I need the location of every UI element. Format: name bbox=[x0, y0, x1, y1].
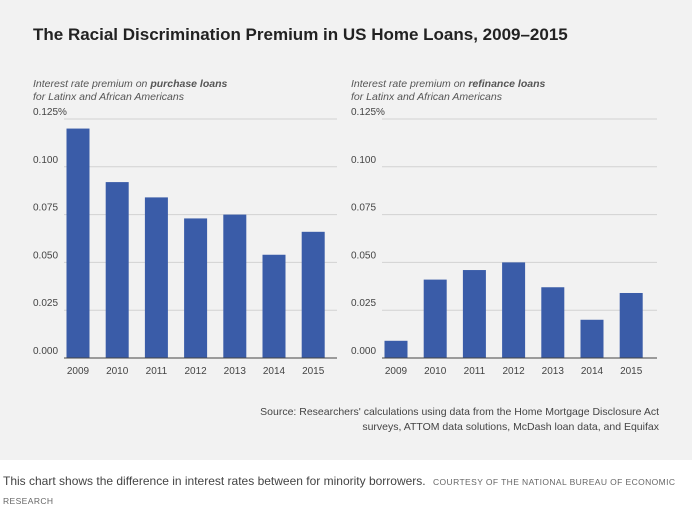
x-tick-label: 2009 bbox=[385, 366, 408, 377]
bar-2009 bbox=[66, 128, 90, 358]
bar-2010 bbox=[105, 182, 129, 358]
y-tick-label: 0.100 bbox=[33, 155, 58, 166]
caption-credit: COURTESY OF THE NATIONAL BUREAU OF ECONO… bbox=[3, 477, 676, 506]
x-tick-label: 2015 bbox=[302, 366, 325, 377]
bar-2012 bbox=[184, 218, 208, 358]
purchase-loans-chart: Interest rate premium on purchase loans … bbox=[33, 78, 337, 377]
y-tick-label: 0.125% bbox=[351, 107, 385, 118]
chart-subtitle-line1: Interest rate premium on purchase loans bbox=[33, 78, 228, 90]
chart-subtitle-line2: for Latinx and African Americans bbox=[351, 91, 503, 103]
y-tick-label: 0.050 bbox=[33, 250, 58, 261]
bar-2014 bbox=[580, 319, 604, 358]
y-tick-label: 0.075 bbox=[351, 203, 376, 214]
x-tick-label: 2012 bbox=[502, 366, 525, 377]
x-tick-label: 2009 bbox=[67, 366, 90, 377]
x-tick-label: 2011 bbox=[146, 366, 168, 377]
x-tick-label: 2014 bbox=[581, 366, 604, 377]
y-tick-label: 0.025 bbox=[33, 298, 58, 309]
x-tick-label: 2010 bbox=[106, 366, 129, 377]
bar-2011 bbox=[462, 270, 486, 358]
x-tick-label: 2014 bbox=[263, 366, 286, 377]
y-tick-label: 0.125% bbox=[33, 107, 67, 118]
caption-text: This chart shows the difference in inter… bbox=[3, 474, 426, 488]
x-tick-label: 2015 bbox=[620, 366, 643, 377]
y-tick-label: 0.050 bbox=[351, 250, 376, 261]
figure-panel: The Racial Discrimination Premium in US … bbox=[0, 0, 692, 460]
y-tick-label: 0.100 bbox=[351, 155, 376, 166]
chart-subtitle-line1: Interest rate premium on refinance loans bbox=[351, 78, 546, 90]
bar-2012 bbox=[502, 262, 526, 358]
bar-2015 bbox=[301, 231, 325, 358]
x-tick-label: 2010 bbox=[424, 366, 447, 377]
chart-subtitle-line2: for Latinx and African Americans bbox=[33, 91, 185, 103]
bar-2010 bbox=[423, 279, 447, 358]
bar-2014 bbox=[262, 254, 286, 358]
y-tick-label: 0.075 bbox=[33, 203, 58, 214]
bar-2009 bbox=[384, 340, 408, 358]
y-tick-label: 0.000 bbox=[33, 346, 58, 357]
bar-2011 bbox=[144, 197, 168, 358]
x-tick-label: 2012 bbox=[184, 366, 207, 377]
x-tick-label: 2013 bbox=[224, 366, 247, 377]
y-tick-label: 0.000 bbox=[351, 346, 376, 357]
source-note: Source: Researchers' calculations using … bbox=[260, 406, 659, 433]
x-tick-label: 2013 bbox=[542, 366, 565, 377]
bar-2013 bbox=[541, 287, 565, 358]
figure-title: The Racial Discrimination Premium in US … bbox=[33, 25, 568, 44]
y-tick-label: 0.025 bbox=[351, 298, 376, 309]
bar-2015 bbox=[619, 292, 643, 358]
figure-caption: This chart shows the difference in inter… bbox=[3, 472, 689, 510]
bar-2013 bbox=[223, 214, 247, 358]
refinance-loans-chart: Interest rate premium on refinance loans… bbox=[351, 78, 657, 377]
x-tick-label: 2011 bbox=[464, 366, 486, 377]
